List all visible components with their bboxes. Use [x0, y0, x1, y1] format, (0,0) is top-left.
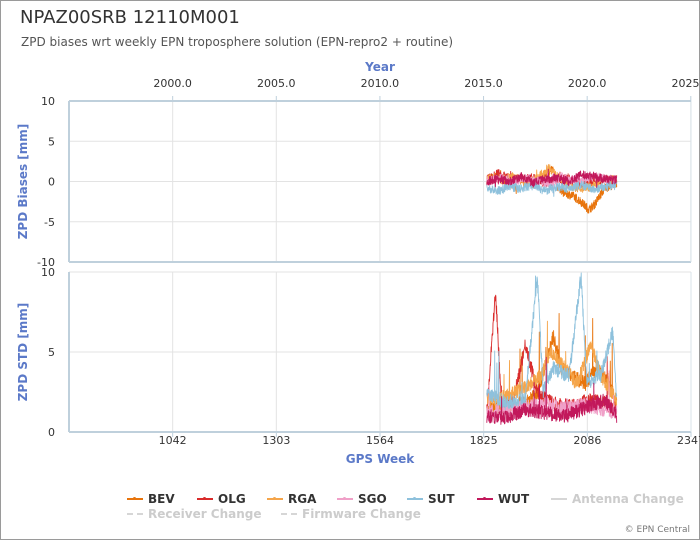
- legend-swatch: [281, 513, 297, 515]
- credit-text: © EPN Central: [624, 525, 690, 535]
- x-tick-label: 1042: [159, 434, 187, 447]
- legend-item-antenna-change[interactable]: Antenna Change: [551, 492, 684, 506]
- chart-subtitle: ZPD biases wrt weekly EPN troposphere so…: [21, 35, 454, 49]
- legend-marker: [133, 497, 136, 500]
- legend-swatch: [551, 498, 567, 500]
- legend-item-sgo[interactable]: SGO: [337, 492, 387, 506]
- legend-item-olg[interactable]: OLG: [197, 492, 246, 506]
- top-axis-tick-label: 2000.0: [153, 77, 192, 90]
- legend-swatch: [477, 497, 493, 500]
- y-axis-title: ZPD STD [mm]: [16, 303, 30, 402]
- y-tick-label: 10: [41, 95, 55, 108]
- legend-swatch: [337, 497, 353, 500]
- legend-label: SUT: [428, 492, 455, 506]
- y-tick-label: -10: [37, 256, 55, 269]
- series-line-rga: [486, 164, 617, 193]
- legend-swatch: [407, 497, 423, 500]
- top-axis-tick-label: 2005.0: [257, 77, 296, 90]
- legend-marker: [413, 497, 416, 500]
- top-axis-tick-label: 2020.0: [568, 77, 607, 90]
- legend-label: Firmware Change: [302, 507, 421, 521]
- legend-marker: [343, 497, 346, 500]
- x-tick-label: 1564: [366, 434, 394, 447]
- chart-title: NPAZ00SRB 12110M001: [20, 7, 240, 28]
- x-tick-label: 2086: [573, 434, 601, 447]
- y-tick-label: -5: [44, 216, 55, 229]
- series-line-wut: [486, 356, 618, 425]
- x-tick-label: 1303: [262, 434, 290, 447]
- series-line-rga: [486, 320, 618, 408]
- legend-swatch: [127, 513, 143, 515]
- legend-label: RGA: [288, 492, 317, 506]
- top-axis-title: Year: [364, 60, 395, 74]
- legend-label: Receiver Change: [148, 507, 262, 521]
- legend-label: BEV: [148, 492, 175, 506]
- legend-item-firmware-change[interactable]: Firmware Change: [281, 507, 421, 521]
- legend-marker: [273, 497, 276, 500]
- y-axis-title: ZPD Biases [mm]: [16, 124, 30, 240]
- legend-label: SGO: [358, 492, 387, 506]
- top-axis-tick-label: 2015.0: [464, 77, 503, 90]
- legend-item-bev[interactable]: BEV: [127, 492, 175, 506]
- series-line-wut: [486, 168, 618, 188]
- legend-label: WUT: [498, 492, 530, 506]
- series-line-sut: [486, 178, 618, 197]
- legend-swatch: [267, 497, 283, 500]
- legend-label: OLG: [218, 492, 246, 506]
- legend-item-sut[interactable]: SUT: [407, 492, 455, 506]
- legend-marker: [203, 497, 206, 500]
- y-tick-label: 0: [48, 426, 55, 439]
- legend-item-rga[interactable]: RGA: [267, 492, 316, 506]
- series-line-sut: [486, 272, 618, 411]
- x-axis-title: GPS Week: [346, 452, 416, 466]
- y-tick-label: 10: [41, 266, 55, 279]
- top-axis-tick-label: 2010.0: [361, 77, 400, 90]
- legend-marker: [483, 497, 486, 500]
- legend-item-receiver-change[interactable]: Receiver Change: [127, 507, 262, 521]
- legend-label: Antenna Change: [572, 492, 684, 506]
- x-tick-label: 1825: [470, 434, 498, 447]
- x-tick-label: 2347: [677, 434, 700, 447]
- legend-item-wut[interactable]: WUT: [477, 492, 529, 506]
- top-axis-tick-label: 2025.0: [672, 77, 700, 90]
- legend-swatch: [127, 497, 143, 500]
- y-tick-label: 5: [48, 346, 55, 359]
- legend-swatch: [197, 497, 213, 500]
- y-tick-label: 0: [48, 176, 55, 189]
- y-tick-label: 5: [48, 135, 55, 148]
